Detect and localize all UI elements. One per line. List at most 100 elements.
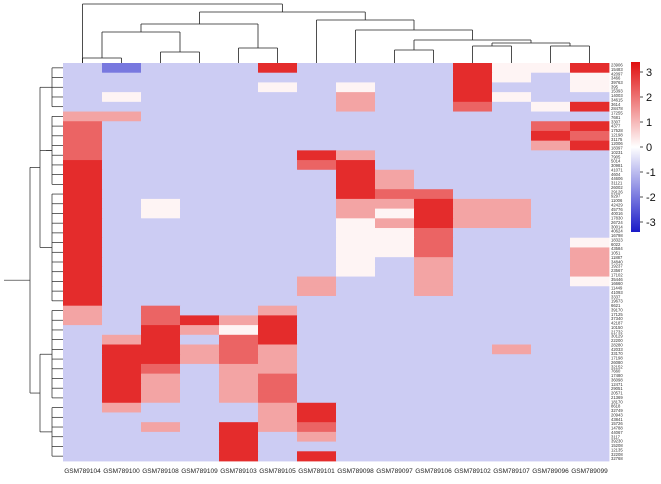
heatmap-cell bbox=[219, 130, 259, 142]
row-label: 26002 bbox=[611, 185, 623, 190]
heatmap-cell bbox=[180, 92, 220, 103]
heatmap-cell bbox=[219, 198, 259, 210]
heatmap-cell bbox=[102, 402, 142, 413]
heatmap-cell bbox=[141, 451, 181, 462]
heatmap-cell bbox=[336, 169, 376, 180]
heatmap-cell bbox=[531, 402, 571, 413]
heatmap-cell bbox=[63, 422, 103, 433]
heatmap-cell bbox=[414, 441, 454, 452]
heatmap-cell bbox=[570, 393, 610, 404]
heatmap-cell bbox=[297, 422, 337, 433]
heatmap-cell bbox=[63, 189, 103, 200]
heatmap-cell bbox=[453, 237, 493, 248]
heatmap-cell bbox=[414, 72, 454, 83]
heatmap-cell bbox=[219, 354, 259, 365]
heatmap-cell bbox=[453, 295, 493, 307]
row-label: 15208 bbox=[611, 443, 623, 448]
row-label: 18323 bbox=[611, 237, 623, 242]
heatmap-cell bbox=[375, 179, 415, 190]
heatmap-cell bbox=[375, 160, 415, 171]
heatmap-cell bbox=[375, 402, 415, 413]
heatmap-cell bbox=[492, 150, 532, 161]
heatmap-cell bbox=[453, 257, 493, 268]
heatmap-cell bbox=[219, 276, 259, 287]
heatmap-cell bbox=[531, 247, 571, 258]
heatmap-cell bbox=[102, 179, 142, 190]
row-label: 31121 bbox=[611, 181, 623, 186]
heatmap-cell bbox=[102, 198, 142, 210]
heatmap-cell bbox=[531, 150, 571, 161]
heatmap-cell bbox=[102, 354, 142, 365]
heatmap-cell bbox=[219, 179, 259, 190]
heatmap-cell bbox=[63, 373, 103, 384]
heatmap-cell bbox=[258, 189, 298, 200]
heatmap-cell bbox=[219, 228, 259, 239]
heatmap-cell bbox=[531, 393, 571, 404]
heatmap-cell bbox=[297, 325, 337, 336]
heatmap-cell bbox=[570, 111, 610, 122]
row-label: 3614 bbox=[611, 102, 621, 107]
heatmap-cell bbox=[63, 208, 103, 219]
heatmap-cell bbox=[63, 92, 103, 103]
heatmap-cell bbox=[492, 101, 532, 112]
heatmap-cell bbox=[297, 334, 337, 345]
heatmap-cell bbox=[102, 121, 142, 132]
row-label: 44606 bbox=[611, 176, 623, 181]
heatmap-cell bbox=[102, 140, 142, 151]
heatmap-cell bbox=[570, 169, 610, 180]
heatmap-cell bbox=[414, 228, 454, 239]
column-label: GSM789108 bbox=[142, 468, 179, 475]
heatmap-cell bbox=[414, 92, 454, 103]
heatmap-cell bbox=[219, 208, 259, 219]
row-label: 40624 bbox=[611, 229, 623, 234]
heatmap-cell bbox=[219, 295, 259, 307]
heatmap-cell bbox=[219, 422, 259, 433]
heatmap-cell bbox=[414, 257, 454, 268]
heatmap-cell bbox=[102, 208, 142, 219]
row-label: 28280 bbox=[611, 342, 623, 347]
heatmap-cell bbox=[570, 82, 610, 93]
heatmap-cell bbox=[414, 160, 454, 171]
heatmap-cell bbox=[141, 422, 181, 433]
heatmap-cell bbox=[63, 315, 103, 326]
heatmap-cell bbox=[219, 160, 259, 171]
heatmap-cell bbox=[297, 72, 337, 83]
heatmap-cell bbox=[375, 393, 415, 404]
heatmap-cell bbox=[336, 111, 376, 122]
heatmap-cell bbox=[180, 295, 220, 307]
heatmap-cell bbox=[297, 257, 337, 268]
legend-label: 3 bbox=[646, 67, 652, 79]
heatmap-cell bbox=[492, 266, 532, 277]
heatmap-cell bbox=[297, 393, 337, 404]
heatmap-cell bbox=[375, 412, 415, 423]
heatmap-cell bbox=[180, 373, 220, 384]
heatmap-cell bbox=[180, 393, 220, 404]
heatmap-cell bbox=[336, 179, 376, 190]
heatmap-cell bbox=[492, 257, 532, 268]
heatmap-cell bbox=[63, 325, 103, 336]
heatmap-cell bbox=[375, 422, 415, 433]
heatmap-cell bbox=[414, 218, 454, 229]
heatmap-cell bbox=[63, 72, 103, 83]
row-label: 32749 bbox=[611, 408, 623, 413]
heatmap-cell bbox=[102, 130, 142, 142]
heatmap-cell bbox=[297, 169, 337, 180]
heatmap-cell bbox=[531, 130, 571, 142]
heatmap-cell bbox=[219, 63, 259, 74]
heatmap-cell bbox=[492, 295, 532, 307]
heatmap-cell bbox=[297, 237, 337, 248]
heatmap-cell bbox=[375, 334, 415, 345]
heatmap-cell bbox=[531, 431, 571, 442]
heatmap-cell bbox=[531, 218, 571, 229]
heatmap-cell bbox=[141, 373, 181, 384]
column-label: GSM789098 bbox=[337, 468, 374, 475]
heatmap-cell bbox=[375, 295, 415, 307]
heatmap-cell bbox=[492, 422, 532, 433]
heatmap-cell bbox=[141, 266, 181, 277]
heatmap-cell bbox=[375, 218, 415, 229]
legend-label: -2 bbox=[646, 192, 656, 204]
heatmap-cell bbox=[141, 441, 181, 452]
heatmap-cell bbox=[570, 334, 610, 345]
heatmap-cell bbox=[375, 150, 415, 161]
